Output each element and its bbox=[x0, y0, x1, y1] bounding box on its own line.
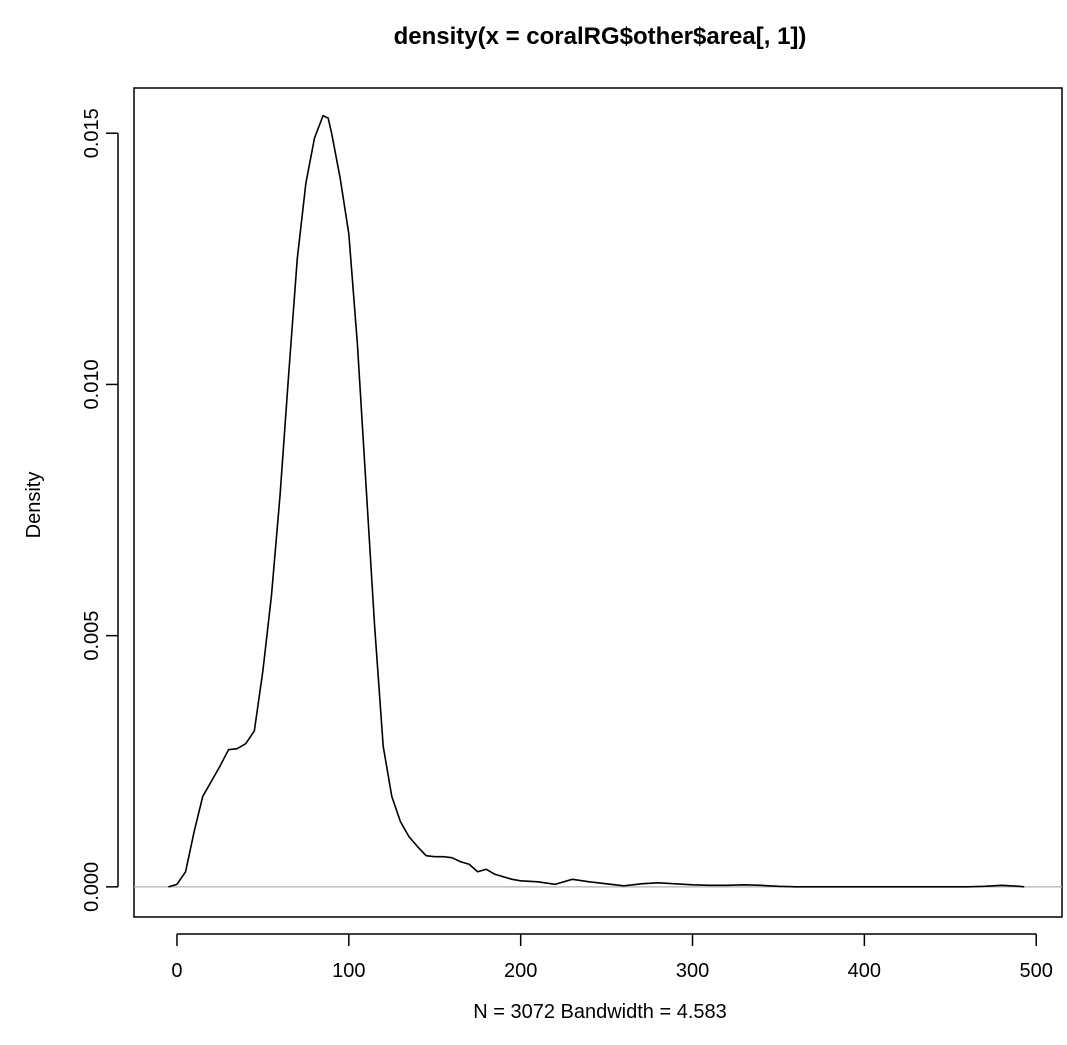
x-tick-label: 100 bbox=[332, 960, 365, 982]
y-tick-label: 0.000 bbox=[81, 862, 103, 912]
x-tick-label: 300 bbox=[676, 960, 709, 982]
y-axis-label: Density bbox=[23, 472, 45, 539]
plot-frame bbox=[133, 87, 1063, 918]
y-tick-label: 0.015 bbox=[81, 108, 103, 158]
x-tick-label: 500 bbox=[1020, 960, 1053, 982]
x-tick-label: 200 bbox=[504, 960, 537, 982]
y-tick-label: 0.010 bbox=[81, 359, 103, 409]
y-tick-label: 0.005 bbox=[81, 611, 103, 661]
x-tick-label: 400 bbox=[848, 960, 881, 982]
x-axis-label: N = 3072 Bandwidth = 4.583 bbox=[473, 1001, 727, 1023]
chart-title: density(x = coralRG$other$area[, 1]) bbox=[394, 23, 807, 50]
density-curve bbox=[168, 114, 1025, 888]
x-tick-label: 0 bbox=[171, 960, 182, 982]
